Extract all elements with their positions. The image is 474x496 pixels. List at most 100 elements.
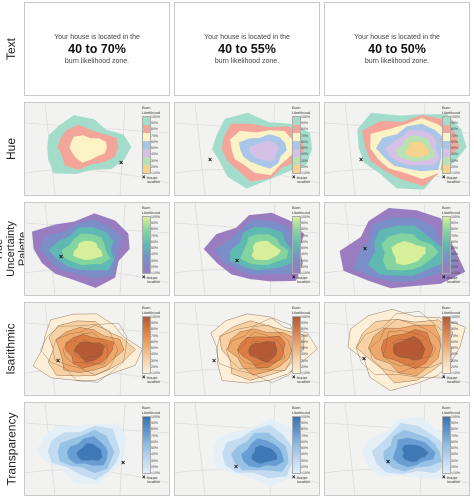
legend-color-bar xyxy=(292,116,301,174)
legend-tick-label: 30% xyxy=(451,258,459,263)
isoline xyxy=(74,339,101,359)
legend-title: Burn xyxy=(442,405,451,410)
legend-title: Burn xyxy=(442,105,451,110)
burn-likelihood-legend: Burn Likelihood 100% 90% 80% 70% 60% 50% 40% 30% 2… xyxy=(292,105,316,184)
legend-tick-label: 100% xyxy=(151,415,160,419)
legend-tick-label: 80% xyxy=(301,427,309,432)
legend-tick-label: 70% xyxy=(301,233,309,238)
legend-tick-label: 90% xyxy=(151,421,159,426)
probability-contours xyxy=(212,112,312,189)
legend-tick-label: 40% xyxy=(151,352,159,357)
legend-title: Burn xyxy=(442,305,451,310)
legend-tick-label: <10% xyxy=(451,471,461,475)
legend-tick-label: 100% xyxy=(151,315,160,319)
cell-hue-uncertainty-palette-2: × Burn Likelihood 100% 90% 80% 70% 60% 50% 40% 30%… xyxy=(174,202,320,296)
legend-tick-label: 70% xyxy=(451,333,459,338)
legend-house-label-2: location xyxy=(297,280,311,284)
legend-tick-label: 90% xyxy=(151,221,159,226)
map-palette: × xyxy=(175,203,319,295)
legend-house-location: × House location xyxy=(442,475,460,484)
legend-tick-label: 100% xyxy=(451,115,460,119)
legend-color-bar xyxy=(442,116,451,174)
house-marker-icon: × xyxy=(59,254,63,261)
legend-house-location: × House location xyxy=(292,175,311,184)
legend-tick-label: 100% xyxy=(301,115,310,119)
legend-subtitle: Likelihood xyxy=(442,309,461,315)
legend-tick-label: 90% xyxy=(451,121,459,126)
cell-hue-uncertainty-palette-3: × Burn Likelihood 100% 90% 80% 70% 60% 50% 40% 30%… xyxy=(324,202,470,296)
house-marker-icon: × xyxy=(292,175,296,181)
probability-contours xyxy=(362,416,450,479)
legend-tick-label: 90% xyxy=(151,121,159,126)
legend-subtitle: Likelihood xyxy=(292,209,311,215)
legend-subtitle: Likelihood xyxy=(442,409,461,415)
row-label-text: Text xyxy=(0,2,22,96)
house-marker-icon: × xyxy=(142,175,146,181)
legend-tick-label: 50% xyxy=(151,246,159,251)
legend-tick-label: 100% xyxy=(451,215,460,219)
contour-band xyxy=(402,444,429,462)
legend-tick-label: 80% xyxy=(151,327,159,332)
house-marker-icon: × xyxy=(56,358,60,365)
legend-title: Burn xyxy=(142,105,151,110)
legend-tick-label: 40% xyxy=(451,152,459,157)
legend-tick-label: 30% xyxy=(301,158,309,163)
legend-color-bar xyxy=(142,316,151,374)
legend-tick-label: 60% xyxy=(151,439,159,444)
legend-house-location: × House location xyxy=(292,275,311,284)
cell-text-3: Your house is located in the 40 to 50% bur… xyxy=(324,2,470,96)
legend-color-bar xyxy=(442,416,451,474)
cell-hue-3: × Burn Likelihood 100% 90% 80% 70% 60% 50% 40% 30%… xyxy=(324,102,470,196)
isoline xyxy=(237,332,286,366)
map-isarithmic: × xyxy=(175,303,319,395)
house-marker-icon: × xyxy=(442,475,446,481)
row-label-hue: Hue xyxy=(0,102,22,196)
probability-contours xyxy=(347,308,466,391)
legend-tick-label: 20% xyxy=(451,364,459,369)
legend-subtitle: Likelihood xyxy=(442,209,461,215)
legend-tick-label: 50% xyxy=(451,346,459,351)
house-marker-icon: × xyxy=(234,464,238,471)
contour-band xyxy=(251,241,282,260)
house-marker-icon: × xyxy=(208,157,212,164)
legend-tick-label: 50% xyxy=(451,446,459,451)
burn-likelihood-legend: Burn Likelihood 100% 90% 80% 70% 60% 50% 40% 30% 2… xyxy=(142,105,166,184)
legend-tick-label: 20% xyxy=(301,464,309,469)
legend-house-label-2: location xyxy=(297,180,311,184)
legend-tick-label: 60% xyxy=(451,139,459,144)
legend-subtitle: Likelihood xyxy=(292,109,311,115)
legend-tick-label: 40% xyxy=(451,452,459,457)
legend-tick-label: 30% xyxy=(151,158,159,163)
text-line-pre: Your house is located in the xyxy=(54,33,140,41)
burn-likelihood-legend: Burn Likelihood 100% 90% 80% 70% 60% 50% 40% 30% 2… xyxy=(442,205,466,284)
map-isarithmic: × xyxy=(25,303,169,395)
text-line-pre: Your house is located in the xyxy=(204,33,290,41)
legend-tick-label: 50% xyxy=(151,146,159,151)
legend-house-label-2: location xyxy=(297,380,311,384)
legend-tick-label: 40% xyxy=(301,452,309,457)
text-line-post: burn likelihood zone. xyxy=(64,57,130,65)
house-marker-icon: × xyxy=(359,157,363,164)
legend-house-label: House xyxy=(145,276,158,280)
burn-likelihood-legend: Burn Likelihood 100% 90% 80% 70% 60% 50% 40% 30% 2… xyxy=(292,405,316,484)
legend-color-bar xyxy=(292,416,301,474)
legend-tick-label: 40% xyxy=(451,352,459,357)
house-marker-icon: × xyxy=(442,275,446,281)
probability-contours xyxy=(203,212,304,282)
house-marker-icon: × xyxy=(142,375,146,381)
legend-tick-label: 30% xyxy=(301,458,309,463)
legend-tick-label: 80% xyxy=(451,227,459,232)
legend-tick-label: 20% xyxy=(151,264,159,269)
legend-title: Burn xyxy=(142,205,151,210)
legend-house-location: × House location xyxy=(142,275,160,284)
burn-likelihood-legend: Burn Likelihood 100% 90% 80% 70% 60% 50% 40% 30% 2… xyxy=(442,405,466,484)
legend-tick-label: 70% xyxy=(151,133,159,138)
isoline xyxy=(356,311,452,379)
legend-tick-label: 90% xyxy=(301,121,309,126)
legend-color-bar xyxy=(142,216,151,274)
legend-tick-label: <10% xyxy=(301,471,311,475)
legend-house-location: × House location xyxy=(142,475,160,484)
legend-house-label-2: location xyxy=(297,480,311,484)
house-marker-icon: × xyxy=(292,475,296,481)
legend-tick-label: <10% xyxy=(301,271,311,275)
